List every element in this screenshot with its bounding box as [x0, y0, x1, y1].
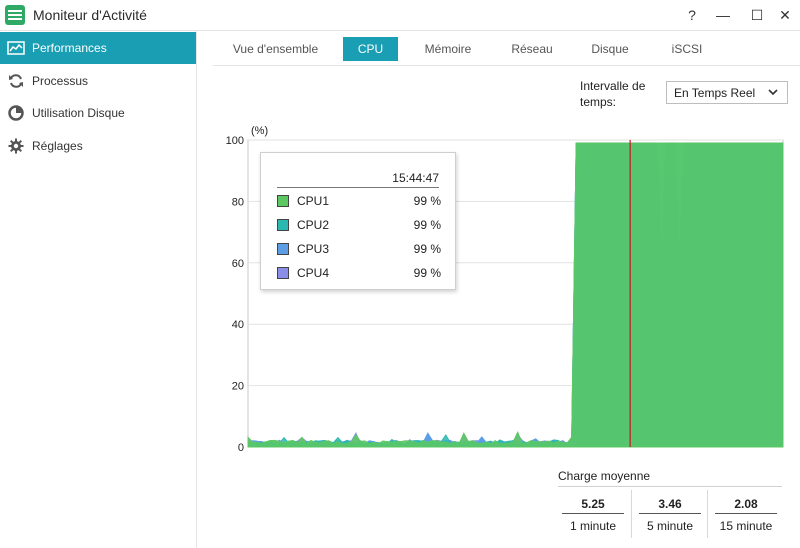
maximize-button[interactable]: ☐ [750, 6, 764, 23]
tooltip-time: 15:44:47 [392, 171, 439, 185]
sidebar-item-label: Utilisation Disque [32, 106, 125, 120]
load-value: 2.08 [734, 497, 758, 511]
sidebar-item-reglages[interactable]: Réglages [0, 130, 196, 162]
interval-select[interactable]: En Temps Reel [666, 81, 788, 104]
tooltip-row-name: CPU3 [297, 242, 330, 256]
load-separator [707, 490, 708, 538]
cpu4-swatch [277, 267, 289, 279]
load-15-minute: 2.08 15 minute [711, 496, 781, 538]
help-button[interactable]: ? [688, 7, 696, 23]
sidebar-item-label: Réglages [32, 139, 83, 153]
gear-icon [0, 138, 32, 154]
chevron-down-icon [767, 85, 779, 102]
tooltip-row-name: CPU4 [297, 266, 330, 280]
tooltip-row-name: CPU2 [297, 218, 330, 232]
cpu3-swatch [277, 243, 289, 255]
load-period: 1 minute [569, 519, 617, 533]
sidebar-item-processus[interactable]: Processus [0, 65, 196, 97]
minimize-button[interactable]: — [716, 7, 730, 23]
cpu1-swatch [277, 195, 289, 207]
load-separator [631, 490, 632, 538]
performance-chart-icon [0, 41, 32, 55]
load-average-divider [558, 486, 782, 487]
tooltip-row-name: CPU1 [297, 194, 330, 208]
load-period: 15 minute [719, 519, 773, 533]
tooltip-row-cpu1: CPU1 99 % [277, 193, 441, 209]
y-tick-label: 80 [232, 196, 244, 208]
cpu2-swatch [277, 219, 289, 231]
tab-cpu[interactable]: CPU [343, 37, 398, 61]
load-period: 5 minute [646, 519, 694, 533]
y-tick-label: 60 [232, 258, 244, 270]
y-tick-label: 20 [232, 381, 244, 393]
y-tick-label: 0 [238, 442, 244, 454]
refresh-arrows-icon [0, 73, 32, 89]
tab-memoire[interactable]: Mémoire [424, 42, 472, 56]
sidebar-item-label: Performances [32, 41, 107, 55]
tooltip-row-value: 99 % [413, 218, 441, 232]
load-value: 5.25 [581, 497, 605, 511]
tooltip-row-cpu4: CPU4 99 % [277, 265, 441, 281]
activity-monitor-app-icon [5, 5, 25, 25]
tooltip-row-cpu2: CPU2 99 % [277, 217, 441, 233]
interval-label: Intervalle de temps: [580, 79, 646, 109]
tab-vue-ensemble[interactable]: Vue d'ensemble [232, 42, 319, 56]
tooltip-row-value: 99 % [413, 194, 441, 208]
sidebar: Performances Processus Utilisation Disqu… [0, 31, 197, 548]
tab-iscsi[interactable]: iSCSI [671, 42, 703, 56]
sidebar-item-label: Processus [32, 74, 89, 88]
sidebar-item-performances[interactable]: Performances [0, 32, 196, 64]
close-button[interactable]: ✕ [779, 6, 791, 23]
chart-tooltip: 15:44:47 CPU1 99 % CPU2 99 % CPU3 99 % C… [260, 152, 456, 290]
tooltip-row-value: 99 % [413, 242, 441, 256]
sidebar-item-utilisation-disque[interactable]: Utilisation Disque [0, 97, 196, 129]
window-title: Moniteur d'Activité [33, 7, 147, 23]
tab-disque[interactable]: Disque [591, 42, 629, 56]
interval-select-value: En Temps Reel [674, 86, 756, 100]
y-tick-label: 40 [232, 319, 244, 331]
tab-reseau[interactable]: Réseau [511, 42, 553, 56]
tooltip-row-cpu3: CPU3 99 % [277, 241, 441, 257]
y-axis-unit-label: (%) [251, 125, 269, 137]
y-tick-label: 100 [226, 135, 244, 147]
load-1-minute: 5.25 1 minute [558, 496, 628, 538]
pie-disk-icon [0, 105, 32, 121]
tooltip-divider [277, 187, 439, 188]
load-5-minute: 3.46 5 minute [635, 496, 705, 538]
tooltip-row-value: 99 % [413, 266, 441, 280]
tab-bar: Vue d'ensemble CPU Mémoire Réseau Disque… [213, 36, 800, 66]
load-value: 3.46 [658, 497, 682, 511]
title-bar: Moniteur d'Activité ? — ☐ ✕ [0, 0, 800, 31]
load-average-title: Charge moyenne [558, 469, 651, 483]
